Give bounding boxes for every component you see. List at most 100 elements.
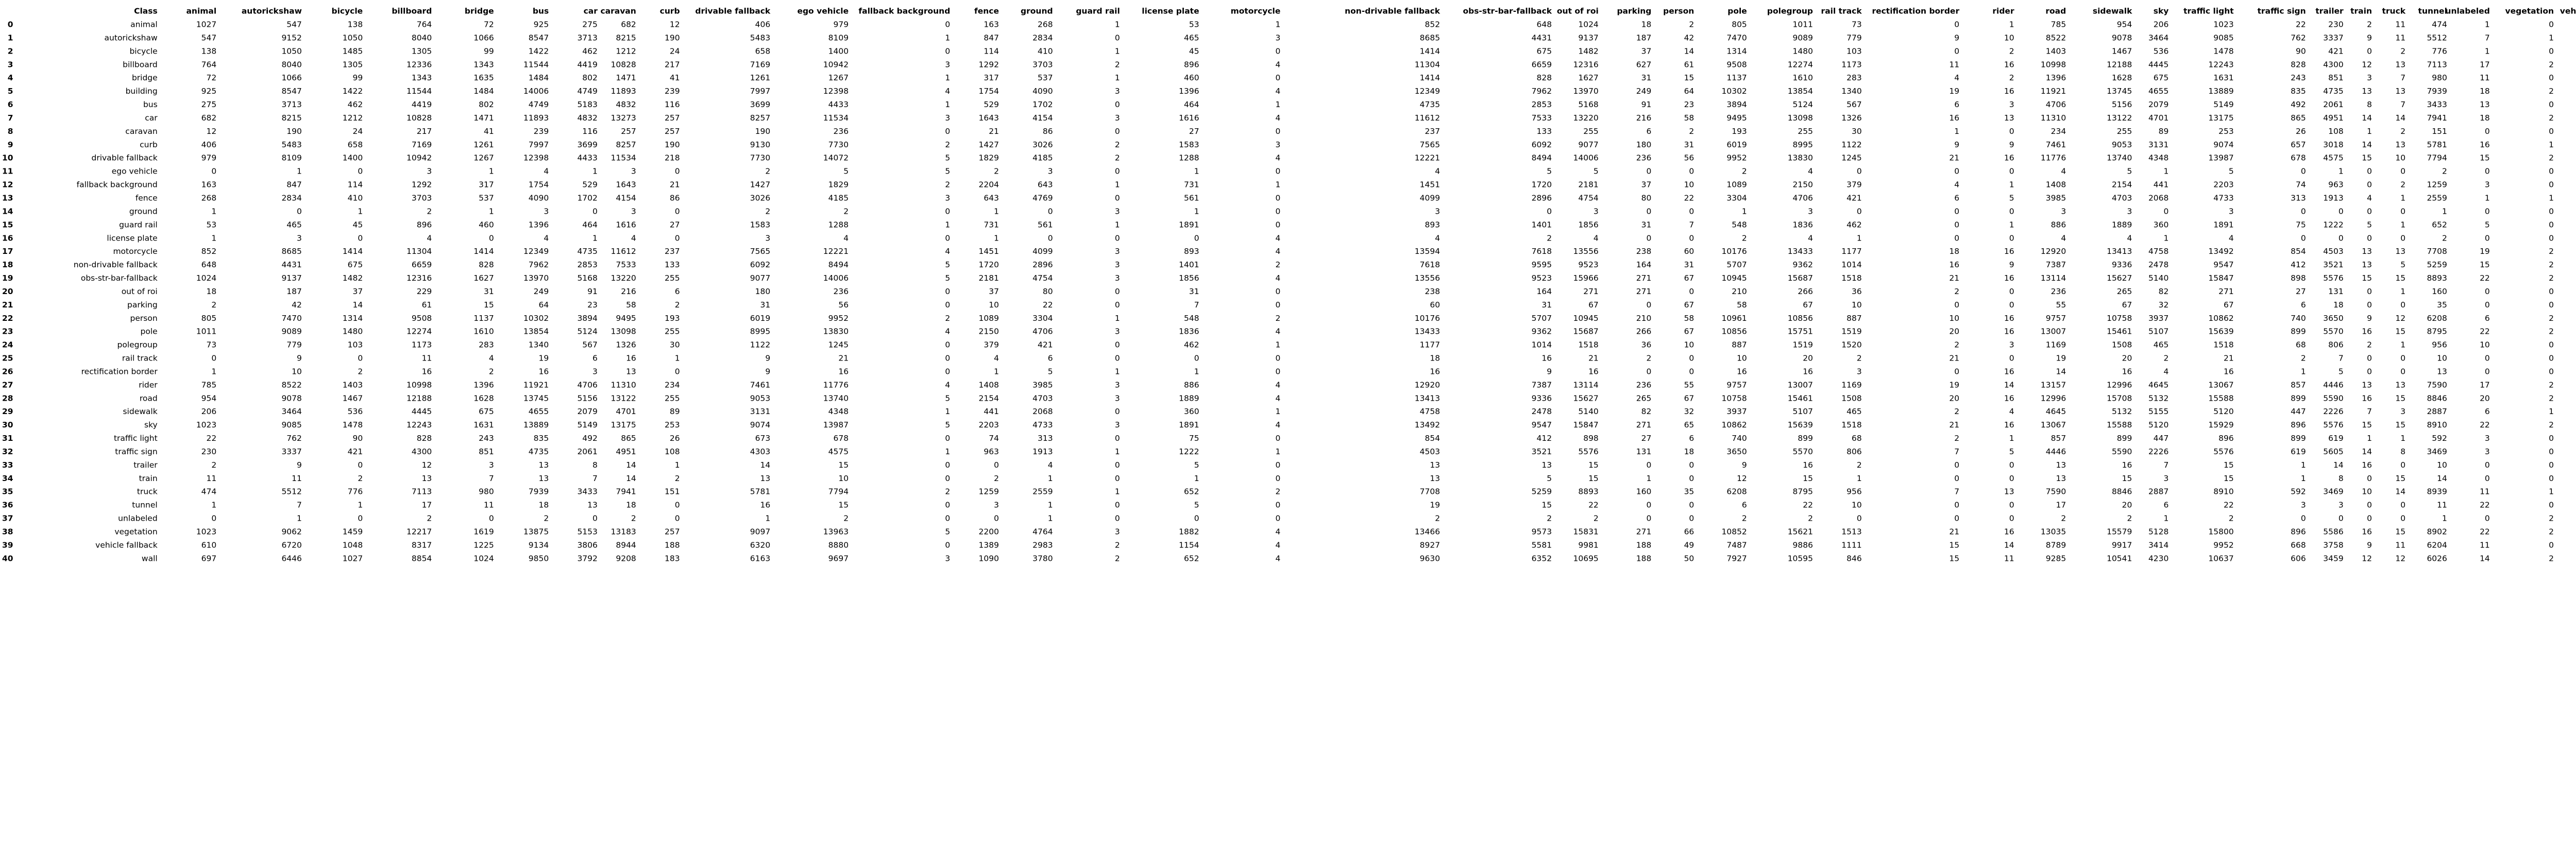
table-cell: 3792 [577, 554, 597, 563]
table-cell: 1754 [979, 87, 999, 96]
table-cell: 441 [984, 407, 999, 416]
table-cell: 0 [1276, 367, 1281, 376]
table-cell: 271 [2218, 287, 2234, 296]
table-cell: 35 [1684, 487, 1694, 496]
table-cell: 14 [760, 460, 770, 470]
header-cell: bridge [465, 7, 494, 16]
table-cell: 12 [2362, 60, 2372, 69]
table-cell: 802 [582, 73, 598, 82]
table-cell: 15 [2362, 153, 2372, 163]
table-cell: 899 [2291, 434, 2306, 443]
table-cell: 0 [1954, 474, 1959, 483]
table-cell: 740 [2291, 314, 2306, 323]
table-cell: 1066 [281, 73, 301, 82]
table-cell: 7387 [2046, 260, 2066, 269]
table-cell: 11534 [611, 153, 636, 163]
table-cell: 19 [2056, 354, 2066, 363]
table-cell: 548 [1184, 314, 1199, 323]
table-cell: 10 [2362, 487, 2372, 496]
table-row: 38 vegetation 1023 9062 1459 12217 1619 13875 51… [2, 527, 2554, 537]
table-cell: 4 [945, 327, 950, 336]
table-cell: 1048 [343, 540, 363, 550]
table-cell: 27 [1189, 127, 1199, 136]
table-cell: 0 [945, 501, 950, 510]
table-cell: 1 [2400, 220, 2405, 229]
table-cell: 5 [945, 167, 950, 176]
table-cell: 5 [2127, 167, 2132, 176]
table-cell: 1 [1194, 367, 1199, 376]
table-cell: 7 [2164, 460, 2169, 470]
table-cell: 21 [2224, 354, 2234, 363]
table-cell: 854 [2291, 247, 2306, 256]
table-cell: 3 [1276, 33, 1281, 43]
table-cell: 4 [945, 380, 950, 389]
table-cell: 0 [2485, 127, 2490, 136]
table-cell: 1 [1276, 100, 1281, 109]
table-cell: 9523 [1532, 273, 1552, 283]
row-index: 17 [2, 247, 13, 256]
table-cell: 10302 [1721, 87, 1747, 96]
table-cell: 13183 [611, 527, 636, 537]
header-cell: autorickshaw [242, 7, 302, 16]
table-cell: 2853 [1532, 100, 1552, 109]
table-cell: 1259 [2427, 180, 2447, 190]
table-cell: 75 [1189, 434, 1199, 443]
table-cell: 75 [2296, 220, 2306, 229]
table-cell: 2079 [577, 407, 597, 416]
table-cell: 21 [989, 127, 999, 136]
table-cell: 2559 [2427, 194, 2447, 203]
row-class-label: bus [143, 100, 158, 109]
table-cell: 3699 [750, 100, 770, 109]
table-cell: 238 [1636, 247, 1652, 256]
table-cell: 1414 [473, 247, 494, 256]
table-cell: 1137 [1726, 73, 1747, 82]
table-cell: 1 [1115, 367, 1120, 376]
table-cell: 0 [358, 167, 363, 176]
table-cell: 0 [2338, 514, 2344, 523]
table-cell: 13 [2395, 247, 2405, 256]
table-body: 0 animal 1027 547 138 764 72 925 275 682 12 406 979 0… [2, 20, 2554, 563]
table-cell: 1427 [979, 140, 999, 149]
table-cell: 255 [665, 327, 680, 336]
table-row: 34 train 11 11 2 13 7 13 7 14 2 13 10 0 2 1 0 1 0 13 5 15 1 0 12… [2, 474, 2554, 483]
table-cell: 257 [665, 113, 680, 123]
table-cell: 15 [2480, 260, 2490, 269]
table-cell: 0 [1115, 194, 1120, 203]
table-cell: 3937 [1726, 407, 1747, 416]
table-cell: 13 [2362, 380, 2372, 389]
table-cell: 1 [2400, 340, 2405, 350]
table-cell: 1396 [2046, 73, 2066, 82]
table-cell: 740 [1732, 434, 1747, 443]
table-cell: 13 [2395, 87, 2405, 96]
table-cell: 1891 [1179, 220, 1199, 229]
table-cell: 0 [1647, 514, 1652, 523]
table-cell: 7730 [750, 153, 770, 163]
table-cell: 13740 [823, 393, 849, 403]
table-cell: 441 [2154, 180, 2169, 190]
table-cell: 14 [2437, 474, 2447, 483]
table-cell: 4 [544, 167, 549, 176]
table-cell: 11 [484, 501, 494, 510]
row-class-label: vehicle fallback [95, 540, 158, 550]
table-cell: 49 [1684, 540, 1694, 550]
table-cell: 271 [1636, 273, 1652, 283]
table-cell: 9 [297, 460, 302, 470]
table-cell: 887 [1846, 314, 1862, 323]
table-cell: 4645 [2046, 407, 2066, 416]
table-cell: 1 [1115, 487, 1120, 496]
table-cell: 9089 [1793, 33, 1813, 43]
table-cell: 13970 [523, 273, 549, 283]
table-cell: 4 [945, 247, 950, 256]
table-cell: 5 [2367, 220, 2372, 229]
table-cell: 492 [2291, 100, 2306, 109]
table-cell: 462 [348, 100, 363, 109]
table-cell: 11 [2480, 73, 2490, 82]
table-cell: 1520 [1841, 340, 1861, 350]
table-cell: 1 [1276, 340, 1281, 350]
table-cell: 2 [1115, 554, 1120, 563]
table-cell: 619 [2291, 447, 2306, 456]
table-cell: 16 [2122, 367, 2132, 376]
table-cell: 187 [286, 287, 302, 296]
table-cell: 1288 [828, 220, 849, 229]
table-cell: 847 [984, 33, 999, 43]
